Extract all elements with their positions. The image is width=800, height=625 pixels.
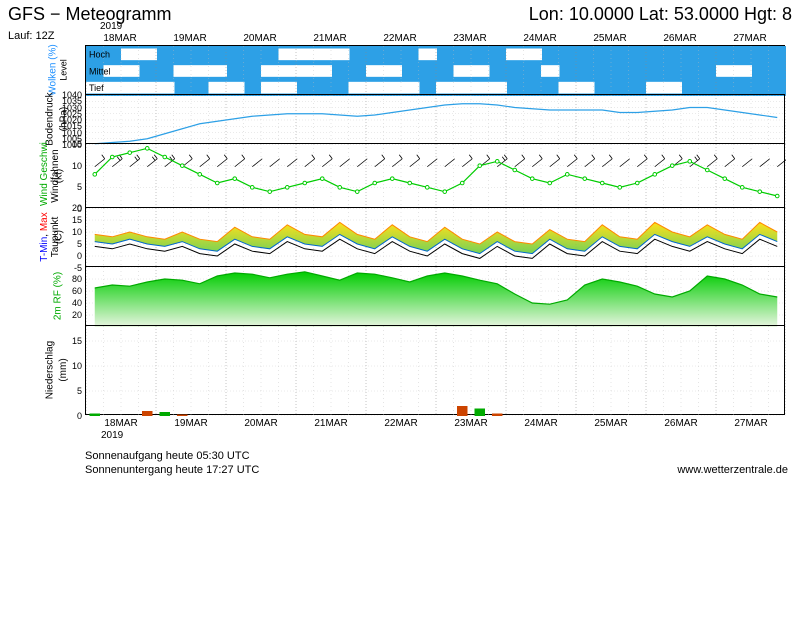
header: GFS − Meteogramm Lon: 10.0000 Lat: 53.00… — [8, 4, 792, 25]
svg-text:Hoch: Hoch — [89, 50, 110, 60]
precip-panel: Niederschlag(mm)05101518MAR19MAR20MAR21M… — [85, 325, 785, 415]
clouds-panel: Wolken (%)LevelHochMittelTief — [85, 45, 785, 95]
title-right: Lon: 10.0000 Lat: 53.0000 Hgt: 8 — [529, 4, 792, 25]
svg-text:Tief: Tief — [89, 83, 104, 93]
svg-text:Mittel: Mittel — [89, 66, 111, 76]
title-left: GFS − Meteogramm — [8, 4, 172, 25]
humidity-panel: 2m RF (%)20406080 — [85, 266, 785, 326]
sunrise-label: Sonnenaufgang heute 05:30 UTC — [85, 450, 250, 462]
temp-panel: T-Min, MaxTaupunkt(C)-505101520 — [85, 207, 785, 267]
sunset-label: Sonnenuntergang heute 17:27 UTC — [85, 464, 259, 476]
credit-label: www.wetterzentrale.de — [677, 464, 788, 476]
wind-panel: Wind Geschwi.Windfahnen(kt)051015 — [85, 143, 785, 208]
pressure-panel: Bodendruck(hPa)1000100510101015102010251… — [85, 94, 785, 144]
chart-area: 201918MAR19MAR20MAR21MAR22MAR23MAR24MAR2… — [85, 45, 785, 414]
